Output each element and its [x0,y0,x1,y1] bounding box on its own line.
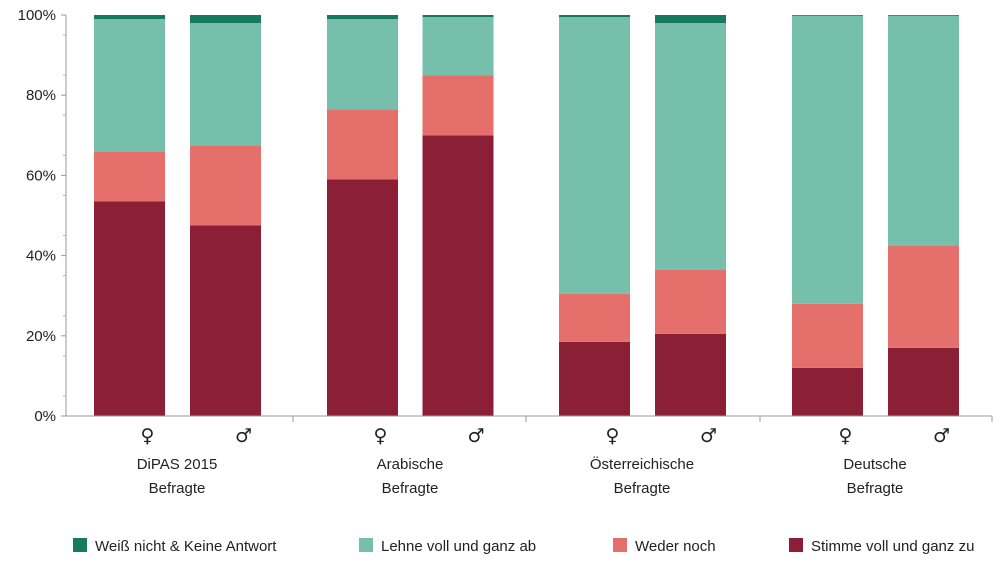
bar-segment [422,17,494,76]
bar-segment [190,15,261,24]
bar-segment [559,293,630,342]
legend-swatch [613,538,627,552]
y-tick-label: 20% [26,328,56,345]
legend-swatch [359,538,373,552]
group-label: Deutsche [843,456,906,473]
bar-gender-symbol: ♀ [374,425,388,447]
group-label: Befragte [382,480,439,497]
legend-swatch [73,538,87,552]
bar-segment [190,225,261,416]
bar-segment [888,15,959,246]
bar-segment [327,19,398,110]
group-label: Befragte [149,480,206,497]
bar-segment [888,15,959,16]
bar-segment [422,75,494,136]
group-label: Befragte [847,480,904,497]
bar-segment [94,15,165,20]
group-label: Befragte [614,480,671,497]
bar-segment [888,347,959,416]
y-tick-label: 80% [26,87,56,104]
group-label: Österreichische [590,455,694,473]
bar-segment [655,23,726,270]
bar-gender-symbol: ♂ [467,425,484,447]
y-tick-label: 40% [26,248,56,265]
bar-segment [190,23,261,146]
bar-segment [792,367,863,416]
bar-segment [327,179,398,416]
bar-segment [559,341,630,416]
bar-segment [422,15,494,18]
legend-label: Lehne voll und ganz ab [381,538,536,555]
group-label: DiPAS 2015 [137,456,218,473]
y-tick-label: 60% [26,167,56,184]
bar-segment [792,15,863,304]
bar-gender-symbol: ♀ [606,425,620,447]
bar-segment [655,15,726,24]
bar-gender-symbol: ♀ [141,425,155,447]
group-label: Arabische [377,456,444,473]
bar-segment [94,151,165,202]
bar-segment [559,17,630,294]
bar-segment [655,333,726,416]
bar-segment [327,15,398,20]
bar-segment [94,201,165,416]
bar-gender-symbol: ♂ [933,425,950,447]
bar-segment [422,135,494,417]
bar-segment [888,245,959,348]
bar-gender-symbol: ♂ [700,425,717,447]
bar-segment [655,269,726,334]
legend-label: Weiß nicht & Keine Antwort [95,538,277,555]
y-tick-label: 0% [34,408,56,425]
legend-label: Stimme voll und ganz zu [811,538,974,555]
bar-segment [792,303,863,368]
bar-gender-symbol: ♀ [839,425,853,447]
legend-label: Weder noch [635,538,716,555]
bar-gender-symbol: ♂ [235,425,252,447]
bar-segment [94,19,165,152]
bar-segment [190,145,261,226]
bar-segment [559,15,630,18]
legend-swatch [789,538,803,552]
bar-segment [792,15,863,16]
bar-segment [327,109,398,180]
y-tick-label: 100% [18,7,56,24]
